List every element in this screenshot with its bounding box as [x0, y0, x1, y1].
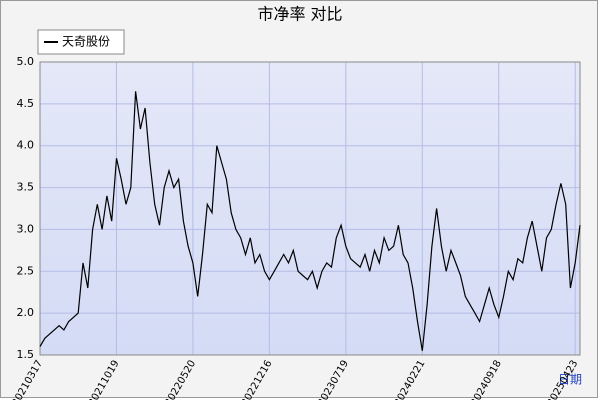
y-tick-label: 4.5	[17, 97, 35, 110]
y-tick-label: 4.0	[17, 139, 35, 152]
data-line	[39, 91, 581, 351]
x-axis-label: 日期	[558, 373, 582, 387]
plot-area	[40, 62, 580, 355]
chart-title: 市净率 对比	[257, 5, 342, 24]
y-tick-label: 2.5	[17, 264, 35, 277]
y-tick-label: 1.5	[17, 348, 35, 361]
y-tick-label: 5.0	[17, 55, 35, 68]
legend-label: 天奇股份	[62, 35, 110, 49]
plot-border	[39, 61, 581, 356]
y-tick-label: 3.5	[17, 181, 35, 194]
y-tick-label: 3.0	[17, 222, 35, 235]
y-tick-label: 2.0	[17, 306, 35, 319]
